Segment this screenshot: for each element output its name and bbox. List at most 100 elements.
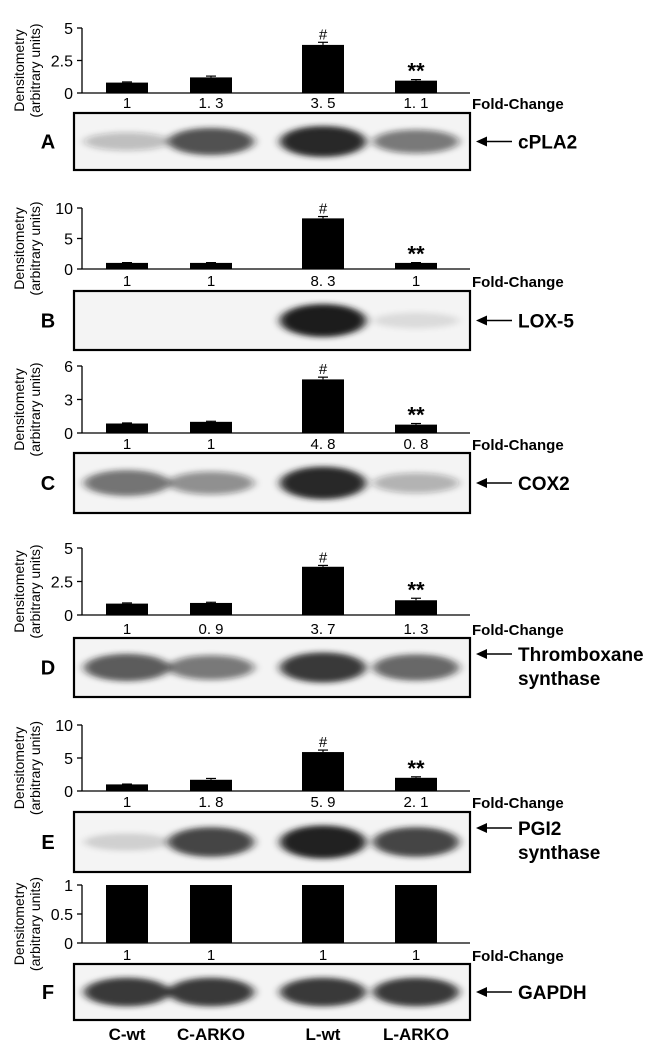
blot-thromboxane-synthase — [72, 636, 472, 699]
y-axis-label: Densitometry(arbitrary units) — [11, 23, 43, 117]
significance-hash: # — [319, 26, 328, 43]
blot-band-l-arko — [373, 312, 459, 329]
y-axis-label-line: (arbitrary units) — [27, 721, 43, 815]
y-tick-label: 3 — [64, 393, 73, 410]
blot-band-l-arko — [373, 472, 459, 494]
blot-frame — [72, 451, 472, 515]
blot-bands — [84, 825, 459, 859]
y-tick-label: 1 — [64, 878, 73, 895]
blot-band-c-arko — [168, 127, 254, 156]
fold-change-label: Fold-Change — [472, 274, 564, 291]
bar-c-arko — [190, 885, 232, 943]
y-tick-label: 5 — [64, 232, 73, 249]
fold-change-value-c-arko: 1 — [207, 947, 215, 964]
blot-bands — [84, 125, 459, 158]
fold-change-value-l-arko: 1. 3 — [403, 621, 428, 638]
y-axis-label: Densitometry(arbitrary units) — [11, 201, 43, 295]
fold-change-value-c-wt: 1 — [123, 436, 131, 453]
fold-change-value-l-arko: 2. 1 — [403, 794, 428, 811]
blot-frame — [72, 289, 472, 352]
fold-change-value-c-arko: 0. 9 — [198, 621, 223, 638]
y-axis-label-line: Densitometry — [11, 550, 27, 632]
blot-frame — [72, 962, 472, 1022]
bar-l-arko — [395, 262, 437, 269]
blot-band-c-wt — [84, 653, 170, 682]
fold-change-label: Fold-Change — [472, 948, 564, 965]
fold-change-value-c-wt: 1 — [123, 621, 131, 638]
significance-asterisks: ** — [407, 577, 425, 602]
protein-label: GAPDH — [518, 983, 587, 1004]
significance-asterisks: ** — [407, 756, 425, 781]
blot-band-l-wt — [280, 977, 366, 1007]
protein-label-line: PGI2 — [518, 819, 561, 840]
arrow-head — [476, 478, 487, 488]
blot-band-c-arko — [168, 471, 254, 495]
y-tick-label: 10 — [55, 718, 73, 735]
fold-change-value-l-wt: 4. 8 — [310, 436, 335, 453]
blot-band-l-wt — [280, 303, 366, 338]
bar-l-wt — [302, 379, 344, 433]
arrow-head — [476, 823, 487, 833]
protein-label: PGI2 synthase — [518, 819, 600, 864]
blot-band-l-wt — [280, 125, 366, 158]
fold-change-value-c-arko: 1. 3 — [198, 95, 223, 112]
blot-bands — [84, 977, 459, 1007]
y-axis-label-line: (arbitrary units) — [27, 201, 43, 295]
blot-frame — [72, 810, 472, 874]
blot-band-c-arko — [168, 655, 254, 680]
bar-c-arko — [190, 602, 232, 615]
fold-change-value-c-wt: 1 — [123, 947, 131, 964]
arrow-head — [476, 136, 487, 147]
protein-label-line: Thromboxane — [518, 645, 644, 666]
y-axis-label-line: Densitometry — [11, 883, 27, 965]
fold-change-value-c-wt: 1 — [123, 95, 131, 112]
blot-band-l-arko — [373, 977, 459, 1007]
fold-change-label: Fold-Change — [472, 96, 564, 113]
fold-change-value-c-arko: 1. 8 — [198, 794, 223, 811]
group-label-l-wt: L-wt — [306, 1025, 341, 1044]
protein-label: cPLA2 — [518, 133, 577, 154]
panel-letter: C — [41, 473, 55, 495]
fold-change-value-l-arko: 1 — [412, 947, 420, 964]
bar-c-wt — [106, 603, 148, 615]
y-axis-label-line: Densitometry — [11, 29, 27, 111]
y-axis-label: Densitometry(arbitrary units) — [11, 544, 43, 638]
bar-l-arko — [395, 885, 437, 943]
significance-hash: # — [319, 734, 328, 751]
panel-letter: F — [42, 982, 54, 1004]
panel-f: Densitometry(arbitrary units) 0 0.5 1 1 1 1 1 Fo… — [11, 877, 587, 1022]
y-tick-label: 10 — [55, 201, 73, 218]
group-labels: C-wt C-ARKO L-wt L-ARKO — [109, 1025, 449, 1044]
y-tick-label: 5 — [64, 541, 73, 558]
y-axis-label-line: (arbitrary units) — [27, 877, 43, 971]
bar-l-wt — [302, 44, 344, 93]
blot-frame — [72, 636, 472, 699]
protein-label: Thromboxane synthase — [518, 645, 644, 690]
bar-c-arko — [190, 262, 232, 269]
y-tick-label: 0.5 — [51, 907, 73, 924]
bar-l-arko — [395, 600, 437, 615]
significance-asterisks: ** — [407, 242, 425, 267]
bar-c-wt — [106, 262, 148, 269]
y-tick-label: 0 — [64, 262, 73, 279]
y-tick-label: 0 — [64, 608, 73, 625]
protein-label-line: COX2 — [518, 474, 570, 495]
protein-label-line: cPLA2 — [518, 133, 577, 154]
significance-hash: # — [319, 549, 328, 566]
bar-c-wt — [106, 82, 148, 93]
panel-b: Densitometry(arbitrary units) 0 5 10 1 1 8. 3 1… — [11, 201, 574, 352]
protein-label-line: LOX-5 — [518, 312, 574, 333]
blot-band-c-wt — [84, 132, 170, 151]
fold-change-value-l-wt: 3. 5 — [310, 95, 335, 112]
panel-letter: B — [41, 311, 55, 333]
blot-band-c-wt — [84, 977, 170, 1007]
panel-letter: A — [41, 132, 55, 154]
bar-c-wt — [106, 784, 148, 791]
y-axis-label: Densitometry(arbitrary units) — [11, 362, 43, 456]
arrow-head — [476, 649, 487, 659]
significance-asterisks: ** — [407, 59, 425, 84]
blot-band-l-arko — [373, 827, 459, 857]
fold-change-value-l-arko: 1. 1 — [403, 95, 428, 112]
blot-bands — [84, 466, 459, 500]
